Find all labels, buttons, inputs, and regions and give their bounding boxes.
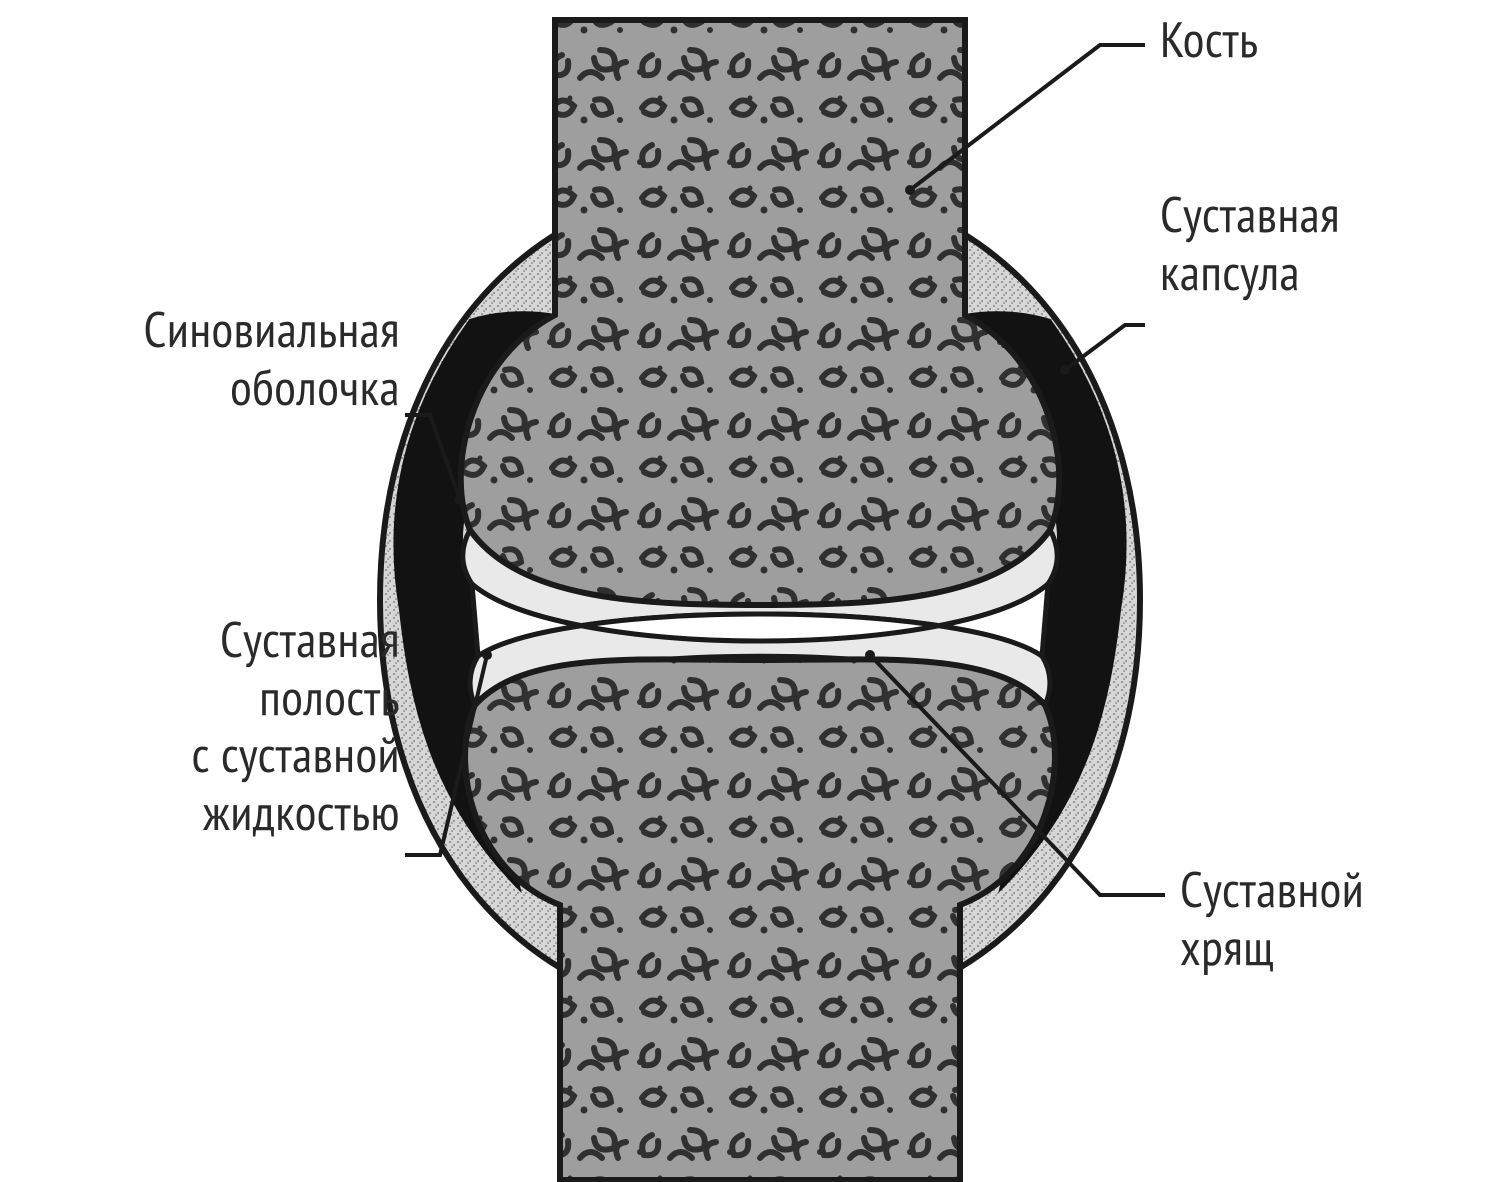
label-bone: Кость [1160, 10, 1259, 68]
label-cartilage: Суставной хрящ [1180, 860, 1364, 975]
label-capsule: Суставная капсула [1160, 185, 1340, 300]
label-synovial-membrane: Синовиальная оболочка [144, 300, 401, 415]
label-joint-cavity: Суставная полость с суставной жидкостью [192, 610, 400, 840]
joint-diagram: Кость Суставная капсула Синовиальная обо… [0, 0, 1508, 1182]
diagram-svg [0, 0, 1508, 1182]
